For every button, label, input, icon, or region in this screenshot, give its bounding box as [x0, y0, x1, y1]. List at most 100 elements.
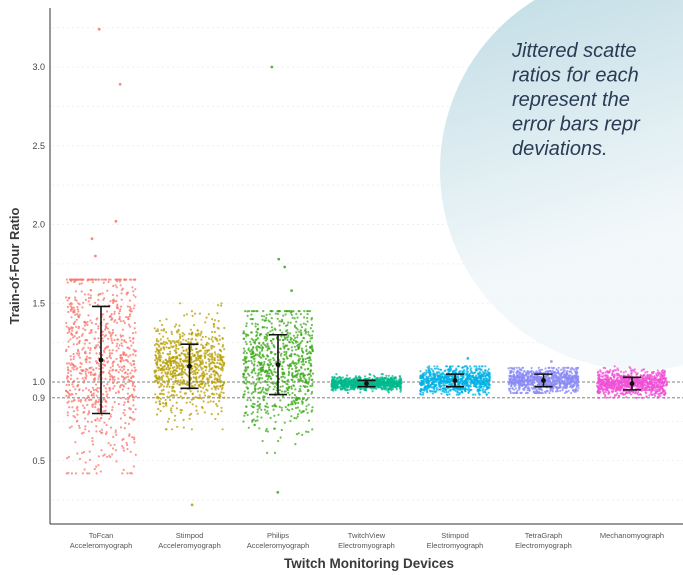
data-point — [419, 374, 422, 378]
data-point — [119, 359, 122, 363]
data-point — [251, 318, 254, 321]
data-point — [65, 321, 68, 324]
data-point — [294, 388, 297, 391]
data-point — [178, 333, 181, 336]
data-point — [80, 334, 83, 337]
data-point — [338, 386, 341, 389]
data-point — [181, 397, 184, 400]
data-point — [67, 371, 70, 375]
data-point — [301, 363, 304, 366]
data-point — [99, 417, 102, 420]
data-point — [390, 382, 394, 385]
data-point — [251, 405, 254, 409]
data-point — [122, 319, 125, 323]
data-point — [362, 382, 365, 385]
data-point — [111, 381, 115, 385]
data-point — [129, 408, 133, 411]
data-point — [291, 392, 294, 395]
data-point — [76, 409, 79, 412]
data-point — [172, 383, 175, 386]
data-point — [182, 353, 185, 356]
data-point — [97, 294, 100, 297]
data-point — [296, 413, 300, 416]
data-point — [122, 359, 125, 362]
data-point — [290, 313, 293, 316]
data-point — [166, 395, 169, 398]
data-point — [132, 353, 135, 356]
data-point — [184, 359, 187, 362]
data-point — [294, 339, 297, 342]
data-point — [77, 424, 81, 427]
data-point — [346, 385, 349, 388]
data-point — [302, 384, 305, 388]
data-point — [115, 357, 118, 361]
data-point — [199, 374, 202, 378]
data-point — [244, 340, 247, 343]
data-point — [163, 343, 166, 346]
data-point — [432, 390, 435, 393]
data-point — [261, 353, 264, 356]
data-point — [155, 329, 158, 333]
data-point — [83, 293, 86, 296]
data-point — [277, 439, 280, 443]
data-point — [257, 387, 260, 390]
data-point — [71, 329, 74, 332]
data-point — [464, 387, 467, 390]
data-point — [251, 322, 254, 325]
data-point — [111, 369, 114, 372]
data-point — [208, 349, 211, 352]
data-point — [266, 342, 269, 345]
data-point — [162, 402, 165, 405]
data-point — [253, 387, 256, 390]
data-point — [270, 342, 273, 345]
data-point — [116, 321, 119, 324]
data-point — [98, 341, 101, 344]
data-point — [214, 370, 217, 373]
data-point — [128, 416, 132, 419]
data-point — [304, 368, 307, 371]
data-point — [481, 365, 484, 368]
data-point — [261, 345, 264, 349]
data-point — [132, 337, 135, 340]
data-point — [129, 372, 132, 375]
data-point — [544, 391, 547, 395]
data-point — [121, 328, 124, 331]
data-point — [125, 278, 128, 281]
data-point — [293, 394, 296, 397]
data-point — [103, 398, 106, 401]
data-point — [453, 388, 456, 391]
data-point — [265, 427, 268, 431]
data-point — [280, 428, 283, 432]
data-point — [223, 326, 226, 330]
data-point — [107, 360, 110, 363]
data-point — [289, 419, 292, 423]
data-point — [190, 398, 193, 401]
data-point — [460, 390, 463, 393]
data-point — [93, 377, 96, 380]
data-point — [299, 323, 302, 326]
data-point — [297, 343, 300, 346]
data-point — [385, 374, 388, 377]
data-point — [548, 391, 551, 395]
data-point — [253, 360, 256, 363]
data-point — [111, 406, 114, 409]
data-point — [485, 393, 488, 396]
data-point — [423, 386, 426, 389]
data-point — [474, 371, 477, 374]
data-point — [256, 419, 259, 422]
data-point — [255, 382, 258, 385]
data-point — [192, 373, 195, 376]
data-point — [451, 365, 454, 368]
data-point — [252, 396, 255, 399]
data-point — [105, 423, 108, 427]
data-point — [183, 392, 186, 395]
data-point — [87, 371, 90, 374]
data-point — [216, 404, 219, 408]
data-point — [309, 340, 312, 343]
data-point — [92, 278, 95, 281]
data-point — [464, 378, 467, 381]
data-point — [117, 278, 120, 281]
outlier-point — [290, 289, 293, 292]
data-point — [283, 350, 286, 354]
data-point — [64, 389, 68, 392]
